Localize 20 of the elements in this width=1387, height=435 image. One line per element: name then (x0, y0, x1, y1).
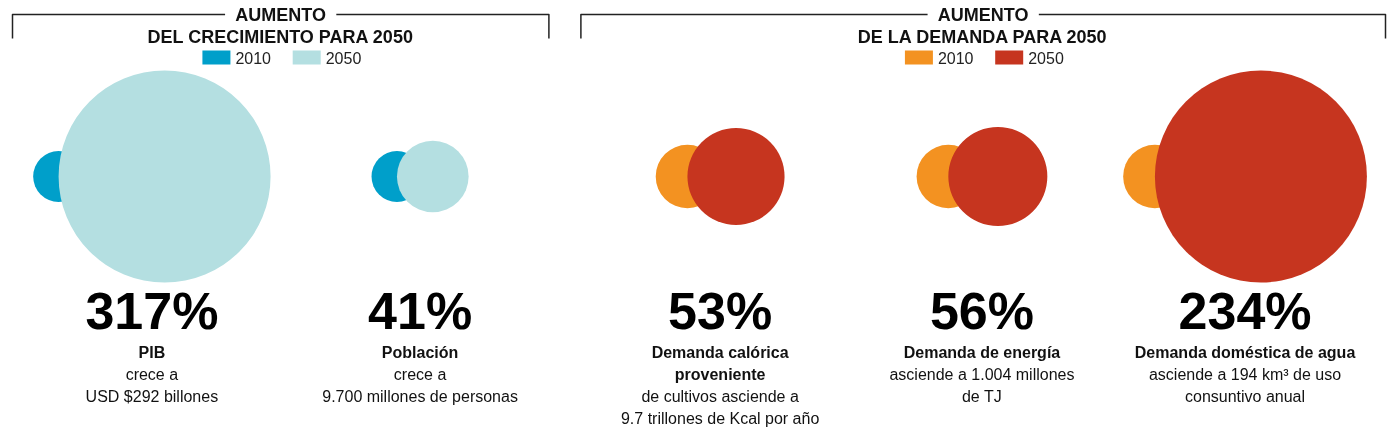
legend-label: 2050 (325, 49, 362, 67)
data-label: 234% (1178, 281, 1312, 340)
legend-label: 2010 (235, 49, 272, 67)
category-label: Población (381, 344, 459, 361)
text: crece a USD $292 billones (85, 366, 219, 405)
text: asciende a 194 km³ de uso consuntivo anual (1148, 366, 1342, 405)
category-label: Demanda doméstica de agua (1134, 344, 1356, 361)
text: asciende a 1.004 millones de TJ (889, 366, 1075, 405)
data-label: 41% (368, 281, 473, 340)
text: de cultivos asciende a 9.7 trillones de Kcal por año (620, 388, 820, 427)
text: AUMENTO DE LA DEMANDA PARA 2050 (857, 4, 1107, 47)
legend-label: 2050 (1028, 49, 1064, 67)
text: AUMENTO DEL CRECIMIENTO PARA 2050 (147, 4, 413, 47)
data-label: 53% (668, 281, 773, 340)
legend-label: 2010 (937, 49, 974, 67)
category-label: Demanda de energía (903, 344, 1061, 361)
data-label: 56% (929, 281, 1035, 340)
category-label: PIB (138, 344, 166, 361)
text: crece a 9.700 millones de personas (322, 366, 518, 405)
data-label: 317% (85, 281, 219, 340)
